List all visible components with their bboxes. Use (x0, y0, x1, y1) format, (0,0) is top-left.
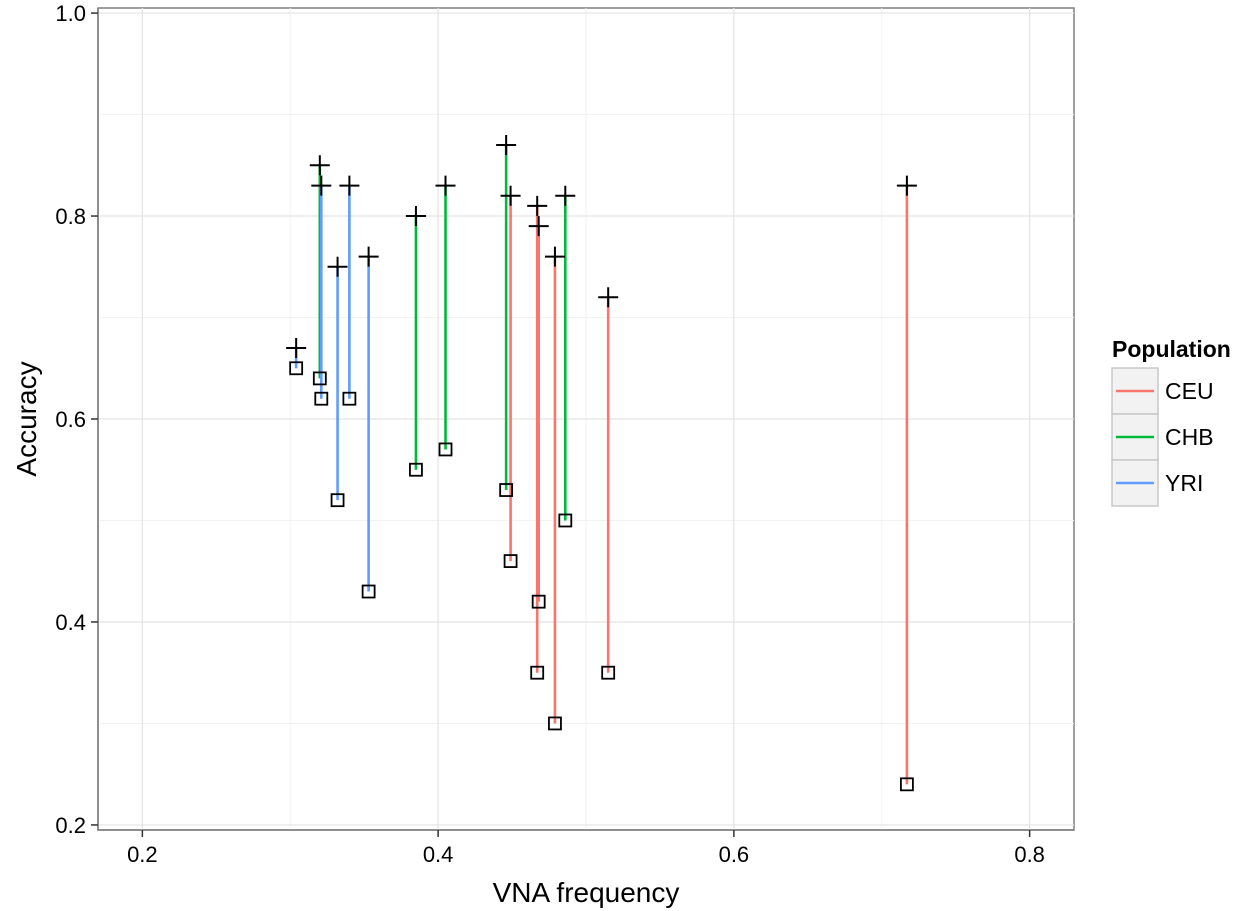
x-ticks: 0.2 0.4 0.6 0.8 (127, 830, 1045, 867)
square-marker-ceu (531, 594, 546, 609)
y-ticks: 0.2 0.4 0.6 0.8 1.0 (55, 1, 98, 838)
square-marker-yri (289, 361, 304, 376)
square-marker-ceu (548, 716, 562, 731)
plus-marker-yri (311, 175, 332, 196)
square-marker-yri (361, 584, 376, 599)
square-marker-yri (330, 493, 345, 508)
square-marker-ceu (899, 777, 914, 792)
square-marker-ceu (530, 665, 545, 680)
legend: Population CEU CHB YRI (1111, 336, 1231, 507)
legend-label-yri: YRI (1165, 470, 1203, 496)
square-marker-chb (409, 462, 423, 477)
y-tick-label: 0.6 (55, 407, 86, 432)
y-tick-label: 1.0 (55, 1, 86, 26)
plus-marker-chb (435, 175, 456, 196)
square-marker-chb (312, 371, 327, 386)
plus-marker-yri (339, 175, 360, 196)
y-axis-title: Accuracy (11, 361, 42, 476)
grid (98, 8, 1074, 830)
legend-label-ceu: CEU (1165, 378, 1214, 404)
square-marker-ceu (601, 665, 616, 680)
plus-marker-chb (309, 155, 330, 176)
x-tick-label: 0.6 (719, 842, 750, 867)
x-tick-label: 0.8 (1014, 842, 1045, 867)
square-marker-chb (499, 483, 514, 497)
x-axis-title: VNA frequency (493, 877, 680, 908)
y-tick-label: 0.2 (55, 813, 86, 838)
plus-marker-yri (327, 256, 348, 277)
x-tick-label: 0.2 (127, 842, 158, 867)
plus-marker-chb (405, 206, 426, 227)
plus-marker-yri (286, 337, 307, 358)
plus-marker-ceu (896, 175, 917, 196)
markers (286, 135, 917, 792)
plus-marker-ceu (527, 195, 548, 216)
plus-marker-ceu (500, 185, 521, 206)
square-marker-yri (314, 391, 329, 406)
plus-marker-chb (555, 185, 576, 206)
plus-marker-yri (358, 246, 379, 267)
square-marker-chb (558, 513, 573, 528)
plus-marker-ceu (528, 216, 549, 237)
segments (294, 145, 909, 785)
plus-marker-ceu (544, 246, 565, 267)
y-tick-label: 0.8 (55, 204, 86, 229)
x-tick-label: 0.4 (423, 842, 454, 867)
y-tick-label: 0.4 (55, 610, 86, 635)
square-marker-yri (342, 391, 357, 406)
legend-label-chb: CHB (1165, 424, 1214, 450)
plus-marker-chb (496, 135, 517, 155)
square-marker-ceu (503, 554, 518, 568)
plus-marker-ceu (598, 287, 619, 308)
square-marker-chb (438, 442, 453, 457)
legend-title: Population (1112, 336, 1231, 362)
